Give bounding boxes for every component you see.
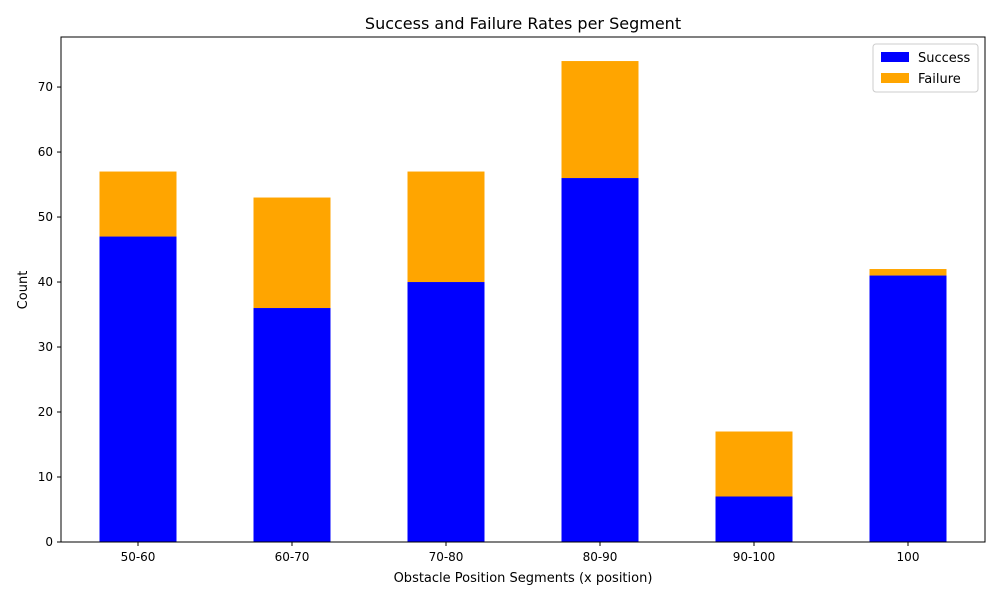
legend: Success Failure — [872, 43, 979, 93]
y-tick-label: 0 — [45, 535, 53, 549]
y-tick-label: 30 — [38, 340, 53, 354]
x-tick-label: 60-70 — [275, 550, 310, 564]
bar-failure-90-100 — [715, 431, 793, 497]
legend-label-success: Success — [918, 51, 971, 66]
y-axis-label: Count — [16, 271, 31, 310]
bar-success-90-100 — [715, 496, 793, 542]
legend-label-failure: Failure — [918, 72, 961, 87]
bar-failure-50-60 — [99, 171, 177, 237]
x-tick-label: 80-90 — [583, 550, 618, 564]
bar-failure-60-70 — [253, 197, 331, 309]
x-tick-label: 50-60 — [121, 550, 156, 564]
y-tick-label: 10 — [38, 470, 53, 484]
x-axis: 50-60 60-70 70-80 80-90 90-100 100 — [121, 542, 920, 564]
plot-frame — [60, 36, 986, 543]
y-tick-label: 40 — [38, 275, 53, 289]
bar-success-70-80 — [407, 282, 485, 542]
y-tick-label: 70 — [38, 80, 53, 94]
legend-swatch-success — [881, 52, 909, 62]
plot-bars — [99, 61, 947, 542]
x-axis-label: Obstacle Position Segments (x position) — [394, 571, 653, 586]
y-axis: 0 10 20 30 40 50 60 70 — [38, 80, 61, 549]
x-tick-label: 90-100 — [733, 550, 776, 564]
y-tick-label: 20 — [38, 405, 53, 419]
x-tick-label: 100 — [897, 550, 920, 564]
bar-failure-80-90 — [561, 61, 639, 179]
bar-success-50-60 — [99, 236, 177, 542]
bar-failure-100 — [869, 269, 947, 276]
x-tick-label: 70-80 — [429, 550, 464, 564]
y-tick-label: 50 — [38, 210, 53, 224]
chart-title: Success and Failure Rates per Segment — [365, 14, 681, 33]
bar-success-100 — [869, 275, 947, 542]
legend-swatch-failure — [881, 73, 909, 83]
bar-success-80-90 — [561, 178, 639, 542]
bar-failure-70-80 — [407, 171, 485, 283]
y-tick-label: 60 — [38, 145, 53, 159]
bar-success-60-70 — [253, 308, 331, 542]
